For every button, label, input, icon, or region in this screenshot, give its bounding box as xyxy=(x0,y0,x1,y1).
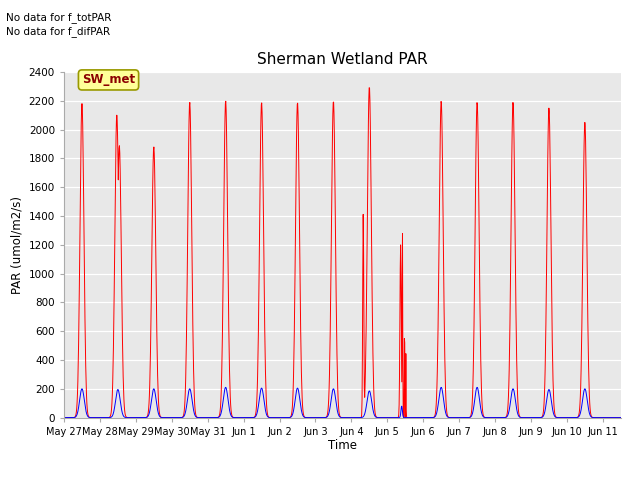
Y-axis label: PAR (umol/m2/s): PAR (umol/m2/s) xyxy=(10,196,23,294)
X-axis label: Time: Time xyxy=(328,439,357,453)
PAR_out xyxy=(222,384,230,390)
PAR_out xyxy=(337,415,344,420)
Text: No data for f_totPAR: No data for f_totPAR xyxy=(6,12,112,23)
Line: PAR_out: PAR_out xyxy=(64,387,639,418)
PAR_in xyxy=(599,415,607,420)
PAR_out xyxy=(599,415,607,420)
PAR_in xyxy=(572,415,579,420)
PAR_out xyxy=(635,415,640,420)
PAR_in xyxy=(326,372,333,377)
PAR_out xyxy=(488,415,495,420)
PAR_out xyxy=(150,386,157,392)
Text: No data for f_difPAR: No data for f_difPAR xyxy=(6,26,111,37)
Title: Sherman Wetland PAR: Sherman Wetland PAR xyxy=(257,52,428,67)
Text: SW_met: SW_met xyxy=(82,73,135,86)
PAR_out xyxy=(572,415,579,420)
PAR_out xyxy=(628,415,636,420)
PAR_in xyxy=(635,415,640,420)
PAR_in xyxy=(488,415,495,420)
PAR_in xyxy=(628,415,636,420)
PAR_in xyxy=(60,415,68,420)
PAR_out xyxy=(326,406,333,411)
Line: PAR_in: PAR_in xyxy=(64,88,639,418)
PAR_in xyxy=(150,144,157,150)
PAR_in xyxy=(337,414,344,420)
PAR_in xyxy=(365,85,373,91)
PAR_out xyxy=(60,415,68,420)
